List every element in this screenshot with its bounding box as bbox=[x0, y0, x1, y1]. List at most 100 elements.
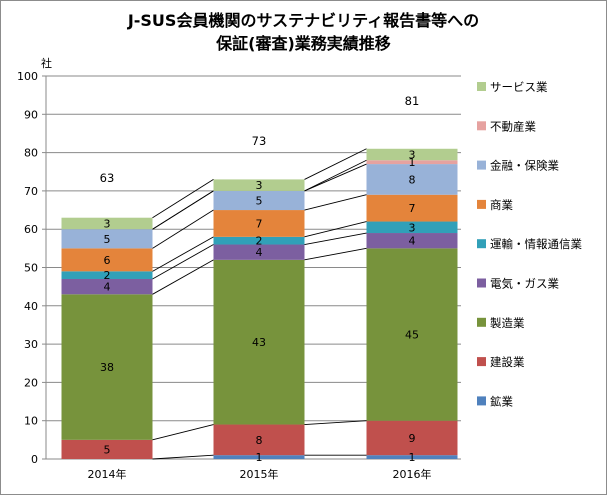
y-tick-label-20: 20 bbox=[24, 376, 38, 389]
bar-1-2014年 bbox=[61, 439, 153, 459]
y-tick-label-100: 100 bbox=[17, 70, 38, 83]
data-label-2-1: 43 bbox=[252, 336, 266, 349]
bar-7-2016年 bbox=[366, 160, 458, 165]
bar-5-2016年 bbox=[366, 194, 458, 222]
series-line-5-1 bbox=[304, 194, 367, 211]
legend-label-0: サービス業 bbox=[490, 80, 548, 94]
bar-1-2015年 bbox=[213, 424, 305, 456]
data-label-1-2: 9 bbox=[409, 432, 416, 445]
bar-4-2016年 bbox=[366, 221, 458, 234]
data-label-5-0: 6 bbox=[104, 254, 111, 267]
data-label-3-0: 4 bbox=[104, 281, 111, 294]
legend-swatch-6 bbox=[477, 317, 486, 327]
legend-swatch-4 bbox=[477, 239, 486, 249]
bar-5-2014年 bbox=[61, 248, 153, 272]
y-tick-label-0: 0 bbox=[31, 453, 38, 466]
series-line-3-1 bbox=[304, 232, 367, 245]
data-label-2-2: 45 bbox=[405, 329, 419, 342]
series-line-8-1 bbox=[304, 148, 367, 180]
bar-8-2014年 bbox=[61, 217, 153, 230]
legend-label-2: 金融・保険業 bbox=[490, 159, 559, 173]
data-label-6-2: 8 bbox=[409, 173, 416, 186]
data-label-4-1: 2 bbox=[256, 235, 263, 248]
legend-label-3: 商業 bbox=[490, 198, 513, 212]
legend-swatch-3 bbox=[477, 199, 486, 209]
legend-label-6: 製造業 bbox=[490, 316, 525, 330]
series-line-6-1 bbox=[304, 163, 367, 192]
data-label-6-1: 5 bbox=[256, 194, 263, 207]
y-tick-label-40: 40 bbox=[24, 300, 38, 313]
data-label-3-2: 4 bbox=[409, 235, 416, 248]
bar-4-2015年 bbox=[213, 236, 305, 245]
y-axis-unit-label: 社 bbox=[41, 56, 52, 70]
bar-0-2015年 bbox=[213, 455, 305, 459]
legend-label-7: 建設業 bbox=[490, 355, 525, 369]
data-label-8-0: 3 bbox=[104, 217, 111, 230]
y-tick-label-90: 90 bbox=[24, 108, 38, 121]
data-label-5-1: 7 bbox=[256, 217, 263, 230]
bar-6-2015年 bbox=[213, 190, 305, 211]
total-label-0: 63 bbox=[100, 171, 115, 185]
data-label-4-2: 3 bbox=[409, 221, 416, 234]
legend-swatch-0 bbox=[477, 82, 486, 91]
data-label-5-2: 7 bbox=[409, 202, 416, 215]
legend-label-4: 運輸・情報通信業 bbox=[490, 237, 582, 251]
bars bbox=[61, 148, 458, 459]
bar-2-2016年 bbox=[366, 248, 458, 421]
y-tick-label-50: 50 bbox=[24, 262, 38, 275]
y-tick-label-30: 30 bbox=[24, 338, 38, 351]
series-line-7-1 bbox=[304, 159, 367, 192]
chart-title-line-2: 保証(審査)業務実績推移 bbox=[216, 34, 391, 53]
x-tick-label-2: 2016年 bbox=[393, 467, 432, 481]
series-line-2-0 bbox=[152, 259, 214, 295]
data-label-3-1: 4 bbox=[256, 246, 263, 259]
data-label-7-2: 1 bbox=[409, 156, 416, 169]
data-label-8-2: 3 bbox=[409, 149, 416, 162]
x-tick-label-1: 2015年 bbox=[240, 467, 279, 481]
x-tick-label-0: 2014年 bbox=[88, 467, 127, 481]
bar-4-2014年 bbox=[61, 271, 153, 279]
bar-1-2016年 bbox=[366, 420, 458, 456]
series-line-1-0 bbox=[152, 424, 214, 441]
bar-5-2015年 bbox=[213, 210, 305, 237]
legend-swatch-7 bbox=[477, 357, 486, 367]
chart-title-line-1: J-SUS会員機関のサステナビリティ報告書等への bbox=[127, 11, 480, 30]
data-label-2-0: 38 bbox=[100, 361, 114, 374]
series-line-3-0 bbox=[152, 244, 214, 280]
bar-8-2016年 bbox=[366, 148, 458, 161]
series-line-5-0 bbox=[152, 209, 214, 249]
legend-swatch-1 bbox=[477, 121, 486, 131]
total-label-1: 73 bbox=[252, 134, 267, 148]
series-line-1-1 bbox=[304, 420, 367, 425]
legend-swatch-5 bbox=[477, 278, 486, 288]
series-line-4-1 bbox=[304, 221, 367, 238]
series-line-0-0 bbox=[152, 454, 214, 460]
series-line-4-0 bbox=[152, 236, 214, 272]
bar-3-2015年 bbox=[213, 244, 305, 260]
series-line-8-0 bbox=[152, 179, 214, 219]
legend-swatch-2 bbox=[477, 160, 486, 170]
bar-8-2015年 bbox=[213, 179, 305, 191]
data-label-6-0: 5 bbox=[104, 233, 111, 246]
legend-label-5: 電気・ガス業 bbox=[490, 277, 559, 291]
y-tick-label-80: 80 bbox=[24, 147, 38, 160]
bar-6-2016年 bbox=[366, 164, 458, 195]
bar-6-2014年 bbox=[61, 229, 153, 249]
data-label-0-2: 1 bbox=[409, 451, 416, 464]
bar-2-2015年 bbox=[213, 259, 305, 425]
series-connectors bbox=[152, 148, 367, 460]
data-label-8-1: 3 bbox=[256, 179, 263, 192]
y-tick-label-70: 70 bbox=[24, 185, 38, 198]
legend-label-1: 不動産業 bbox=[490, 119, 536, 133]
y-tick-label-60: 60 bbox=[24, 223, 38, 236]
bar-0-2016年 bbox=[366, 455, 458, 459]
series-line-2-1 bbox=[304, 247, 367, 261]
bar-2-2014年 bbox=[61, 294, 153, 440]
data-label-1-1: 8 bbox=[256, 434, 263, 447]
legend-swatch-8 bbox=[477, 396, 486, 406]
total-label-2: 81 bbox=[405, 94, 420, 108]
